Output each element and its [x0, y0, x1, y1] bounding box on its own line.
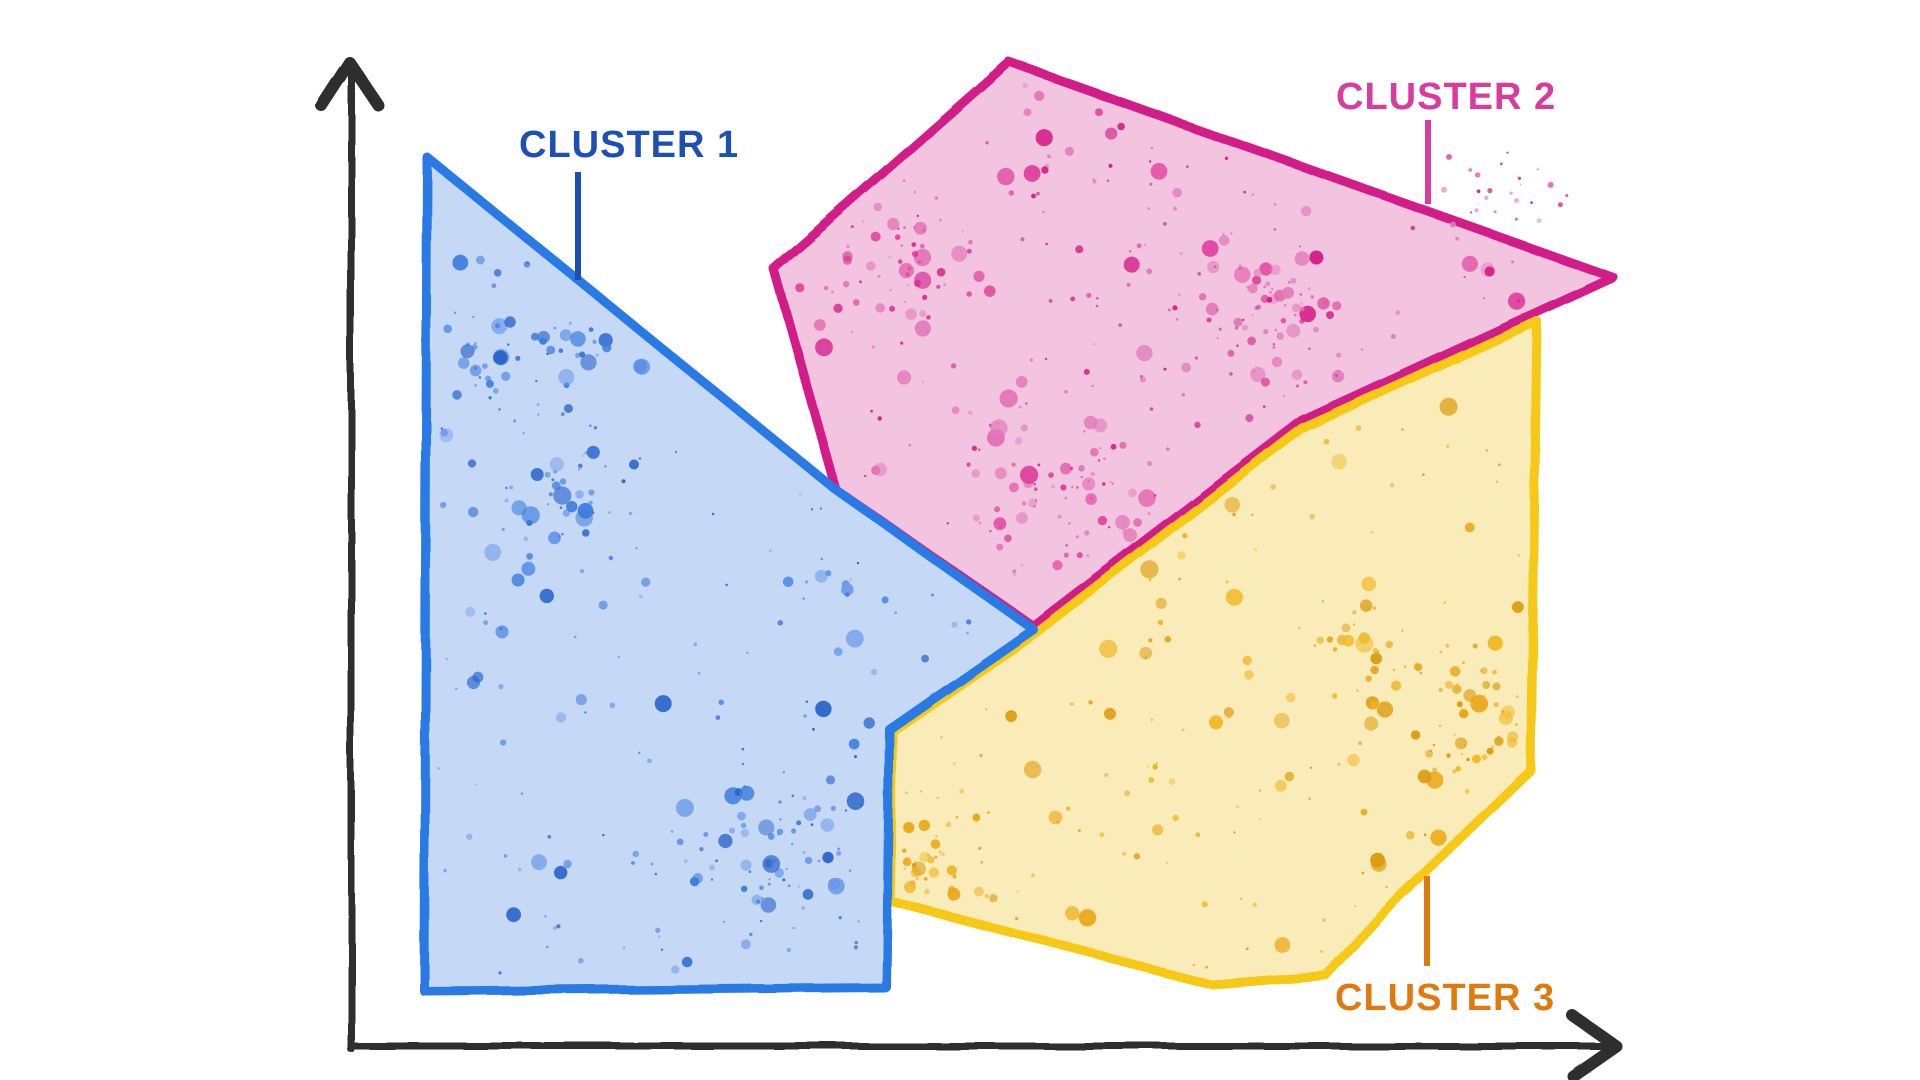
x-axis-arrowhead-icon: [1567, 1010, 1622, 1080]
cluster-region-3: [885, 316, 1542, 990]
cluster-2-label: CLUSTER 2: [1336, 76, 1557, 118]
cluster-2-dots: [795, 82, 1569, 577]
y-axis-arrowhead-icon: [315, 56, 384, 111]
cluster-1-polygon: [419, 152, 1038, 996]
cluster-3-label: CLUSTER 3: [1335, 977, 1556, 1019]
cluster-1-dots: [437, 254, 972, 975]
axes: [315, 56, 1622, 1080]
cluster-region-2: [769, 57, 1618, 631]
cluster-1-label: CLUSTER 1: [519, 124, 740, 166]
cluster-3-dots: [902, 397, 1524, 969]
cluster-region-1: [419, 152, 1038, 996]
